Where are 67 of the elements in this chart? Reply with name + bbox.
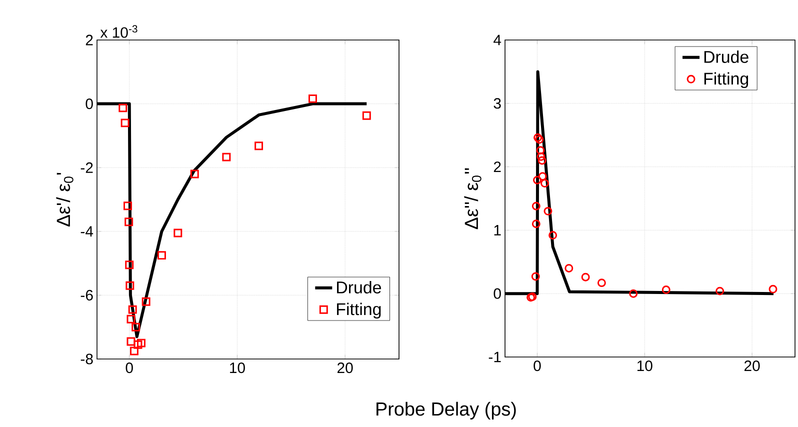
- y-tick-label: -2: [80, 162, 93, 173]
- y-tick-label: -1: [488, 352, 501, 362]
- y-axis-title: Δε'/ ε$_{0}$': [56, 172, 74, 227]
- y-tick-label: 0: [494, 288, 501, 299]
- point: [629, 289, 638, 298]
- legend-label: Drude: [337, 281, 382, 294]
- y-tick-label: -6: [80, 290, 93, 300]
- point: [142, 297, 150, 306]
- point: [534, 133, 542, 142]
- point: [544, 206, 552, 216]
- point: [531, 272, 540, 281]
- point: [540, 179, 549, 188]
- y-tick-label: -8: [80, 354, 93, 364]
- point: [532, 176, 542, 184]
- point: [538, 172, 547, 181]
- point: [532, 202, 540, 210]
- legend-label: Drude: [704, 50, 748, 63]
- x-axis-title: Probe Delay (ps): [376, 402, 516, 420]
- point: [118, 104, 128, 112]
- point: [716, 286, 724, 296]
- point: [132, 322, 140, 332]
- point: [134, 340, 142, 349]
- point: [125, 260, 134, 270]
- point: [597, 278, 606, 288]
- legend-label: Fitting: [337, 302, 381, 319]
- point: [128, 305, 137, 314]
- y-tick-label: 2: [86, 34, 93, 46]
- point: [535, 135, 544, 144]
- y-tick-label: 0: [86, 98, 93, 110]
- point: [532, 220, 540, 228]
- y-tick-label: 1: [494, 225, 501, 236]
- x-tick-label: 0: [534, 360, 541, 372]
- x-tick-label: 20: [338, 362, 353, 374]
- x-tick-label: 10: [230, 362, 245, 374]
- point: [120, 118, 130, 128]
- point: [254, 142, 264, 150]
- point: [126, 281, 134, 290]
- point: [124, 202, 132, 210]
- text: x 10$^{-3}$: [100, 25, 138, 38]
- point: [548, 231, 558, 240]
- x-tick-label: 10: [637, 360, 652, 372]
- point: [126, 314, 136, 324]
- point: [308, 94, 317, 103]
- point: [538, 156, 546, 165]
- point: [130, 346, 138, 356]
- point: [536, 146, 545, 155]
- point: [124, 218, 134, 226]
- point: [222, 152, 231, 162]
- x-tick-label: 0: [126, 362, 133, 374]
- y-tick-label: 2: [494, 162, 501, 172]
- point: [536, 152, 546, 161]
- y-tick-label: 4: [494, 34, 502, 46]
- point: [564, 264, 574, 272]
- y-tick-label: -4: [80, 226, 94, 237]
- y-axis-title: Δε''/ ε$_{0}$'': [464, 168, 482, 230]
- point: [581, 272, 590, 282]
- point: [768, 284, 778, 294]
- x-tick-label: 20: [744, 360, 760, 372]
- point: [157, 251, 166, 260]
- legend-label: Fitting: [704, 72, 748, 88]
- point: [190, 170, 199, 178]
- point: [662, 286, 670, 294]
- point: [362, 111, 371, 120]
- point: [136, 338, 146, 348]
- point: [126, 337, 136, 346]
- y-tick-label: 3: [494, 98, 501, 109]
- point: [174, 228, 182, 238]
